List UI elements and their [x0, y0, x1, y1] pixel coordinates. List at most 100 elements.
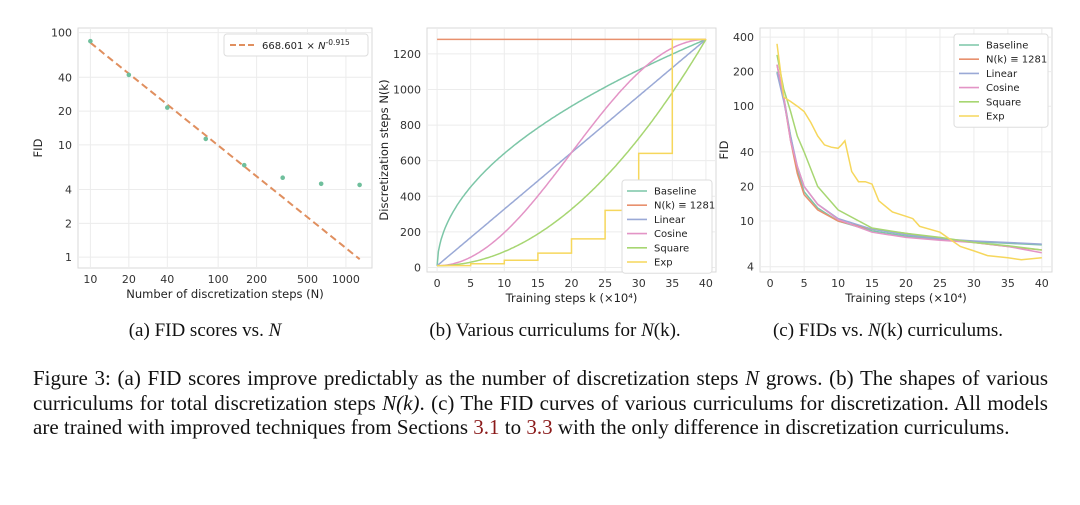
- y-tick-label: 10: [58, 139, 72, 152]
- plot-b-xlabel: Training steps k (×10⁴): [505, 291, 638, 305]
- y-tick-label: 2: [65, 217, 72, 230]
- x-tick-label: 25: [598, 277, 612, 290]
- legend-label-1: N(k) ≡ 1281: [986, 55, 1047, 66]
- fit-line: [89, 41, 361, 260]
- curve-cosine: [437, 38, 706, 267]
- legend-label-2: Linear: [986, 69, 1018, 80]
- section-ref-3-1[interactable]: 3.1: [473, 415, 500, 439]
- y-tick-label: 4: [747, 261, 754, 274]
- legend-label-0: Baseline: [986, 41, 1028, 52]
- y-tick-label: 1200: [393, 48, 421, 61]
- y-tick-label: 10: [740, 215, 754, 228]
- x-tick-label: 1000: [332, 273, 360, 286]
- fid-point: [318, 181, 324, 187]
- x-tick-label: 100: [208, 273, 229, 286]
- y-tick-label: 20: [740, 180, 754, 193]
- caption-var-nk: N(k): [382, 390, 420, 415]
- legend-label-5: Exp: [986, 112, 1005, 123]
- legend-box: [621, 179, 713, 274]
- legend-label-linear: Linear: [654, 215, 686, 226]
- plot-b-ylabel: Discretization steps N(k): [377, 79, 391, 220]
- x-tick-label: 35: [1001, 277, 1015, 290]
- legend-label-exp: Exp: [654, 258, 673, 269]
- legend-label-const: N(k) ≡ 1281: [654, 201, 715, 212]
- y-tick-label: 100: [51, 27, 72, 40]
- y-tick-label: 200: [733, 66, 754, 79]
- caption-part-3: . (c) The FID curves of various curricul…: [33, 390, 1048, 440]
- fid-point: [165, 105, 170, 110]
- x-tick-label: 35: [665, 277, 679, 290]
- y-tick-label: 1: [65, 251, 72, 264]
- fid-curve-4: [776, 54, 1042, 251]
- legend-label-cosine: Cosine: [654, 229, 688, 240]
- x-tick-label: 40: [699, 277, 713, 290]
- y-tick-label: 200: [400, 226, 421, 239]
- plot-c-xlabel: Training steps (×10⁴): [844, 291, 966, 305]
- legend-label-3: Cosine: [986, 83, 1020, 94]
- curve-baseline: [436, 38, 707, 266]
- plot-c-ticks: 0 5 10 15 20 25 30 35 40 4 10 20 40 100 200 400: [733, 31, 1049, 290]
- y-tick-label: 4: [65, 184, 72, 197]
- y-tick-label: 1000: [393, 83, 421, 96]
- section-ref-3-3[interactable]: 3.3: [526, 415, 553, 439]
- fid-curve-5: [776, 43, 1042, 261]
- plot-c-legend: Baseline N(k) ≡ 1281 Linear Cosine Square Exp: [953, 33, 1049, 128]
- x-tick-label: 40: [160, 273, 174, 286]
- curve-square: [437, 39, 707, 267]
- fid-point: [357, 182, 362, 188]
- x-tick-label: 15: [531, 277, 545, 290]
- caption-part-2: grows. (b) The shapes of various curricu…: [33, 366, 1048, 415]
- x-tick-label: 10: [83, 273, 97, 286]
- x-tick-label: 30: [632, 277, 646, 290]
- plot-a-ylabel: FID: [31, 138, 45, 157]
- y-tick-label: 20: [58, 105, 72, 118]
- x-tick-label: 5: [801, 277, 808, 290]
- plot-a-legend: 668.601 × N-0.915: [223, 33, 369, 57]
- subcaption-a: (a) FID scores vs. N: [129, 320, 283, 341]
- y-tick-label: 600: [400, 155, 421, 168]
- subcaption-c: (c) FIDs vs. N(k) curriculums.: [773, 320, 1003, 341]
- x-tick-label: 40: [1035, 277, 1049, 290]
- y-tick-label: 40: [740, 146, 754, 159]
- x-tick-label: 0: [767, 277, 774, 290]
- plot-a-xlabel: Number of discretization steps (N): [126, 287, 324, 301]
- x-tick-label: 20: [899, 277, 913, 290]
- plot-c-ylabel: FID: [717, 140, 731, 159]
- caption-figure-number: Figure 3:: [33, 366, 111, 390]
- subcaption-b: (b) Various curriculums for N(k).: [429, 320, 680, 341]
- legend-label-4: Square: [986, 97, 1021, 108]
- y-tick-label: 100: [733, 100, 754, 113]
- x-tick-label: 10: [831, 277, 845, 290]
- y-tick-label: 40: [58, 71, 72, 84]
- caption-part-4: to: [499, 415, 527, 439]
- plot-c-fid-curriculums: 0 5 10 15 20 25 30 35 40 4 10 20 40 100 200 400 Baselin…: [717, 27, 1053, 305]
- plot-c-marks: [776, 43, 1042, 261]
- plot-a-grid: [78, 28, 372, 268]
- legend-label-square: Square: [654, 243, 689, 254]
- fid-point: [280, 175, 285, 181]
- x-tick-label: 500: [297, 273, 318, 286]
- curve-exp: [437, 38, 707, 267]
- plot-a-marks: [88, 38, 362, 260]
- x-tick-label: 15: [865, 277, 879, 290]
- plot-a-ticks: 10 20 40 100 200 500 1000 1 2 4 10 20 40 100: [51, 27, 360, 286]
- x-tick-label: 25: [933, 277, 947, 290]
- legend-label-baseline: Baseline: [654, 187, 696, 198]
- legend-box: [953, 33, 1049, 128]
- plot-b-legend: Baseline N(k) ≡ 1281 Linear Cosine Square Exp: [621, 179, 715, 274]
- x-tick-label: 10: [497, 277, 511, 290]
- legend-label-fit: 668.601 × N-0.915: [262, 38, 350, 52]
- plot-b-marks: [436, 38, 707, 267]
- x-tick-label: 30: [967, 277, 981, 290]
- fid-point: [88, 38, 93, 44]
- y-tick-label: 400: [733, 31, 754, 44]
- fid-point: [126, 72, 132, 78]
- fid-point: [203, 136, 209, 142]
- legend-box: [223, 33, 369, 57]
- figure-caption: Figure 3: (a) FID scores improve predict…: [33, 366, 1048, 440]
- x-tick-label: 20: [565, 277, 579, 290]
- plot-a-background: [77, 27, 373, 269]
